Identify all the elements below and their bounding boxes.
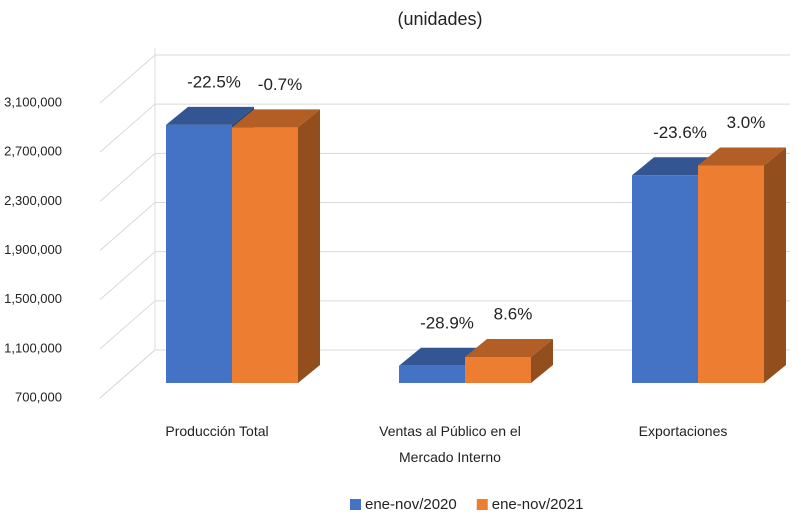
bar-front [698,165,764,383]
legend-label: ene-nov/2020 [365,496,457,513]
grid-line [99,54,790,104]
legend-label: ene-nov/2021 [492,496,584,513]
y-tick-label: 1,100,000 [4,340,62,355]
y-tick-label: 700,000 [15,389,62,404]
data-label: 8.6% [494,304,533,323]
bar-side [531,338,553,383]
x-tick-label: Exportaciones [638,423,728,439]
legend-swatch [476,499,488,510]
y-tick-label: 1,900,000 [4,242,62,257]
bar-front [632,175,698,383]
grid-line [99,202,790,251]
grid-line [99,349,790,399]
y-tick-label: 2,300,000 [4,193,62,208]
bar-front [465,356,531,383]
y-tick-label: 1,500,000 [4,291,62,306]
x-tick-label: Producción Total [165,423,269,439]
legend-swatch [350,499,361,510]
data-label: -0.7% [258,75,302,94]
y-tick-label: 2,700,000 [4,144,62,159]
bar-front [232,127,298,383]
bar-top [698,147,786,166]
grid-line [99,300,790,350]
data-label: -22.5% [187,72,241,91]
bar-top [465,338,553,357]
grid-line [99,103,790,153]
y-tick-label: 3,100,000 [4,94,62,109]
data-label: -28.9% [420,313,474,332]
bar-top [232,109,320,128]
grid-line [99,251,790,301]
data-label: -23.6% [653,123,707,142]
data-label: 3.0% [727,113,766,132]
x-tick-label: Ventas al Público en el Mercado Interno [379,423,521,465]
bar-side [764,147,786,383]
bar-side [298,109,320,383]
bar-front [399,365,465,383]
grid-line [99,152,790,202]
bar-top [166,106,254,125]
chart-title: (unidades) [397,9,482,29]
bar-front [166,124,232,383]
